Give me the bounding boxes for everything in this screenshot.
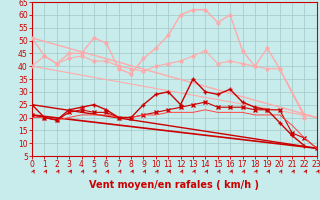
X-axis label: Vent moyen/en rafales ( km/h ): Vent moyen/en rafales ( km/h ) [89,180,260,190]
